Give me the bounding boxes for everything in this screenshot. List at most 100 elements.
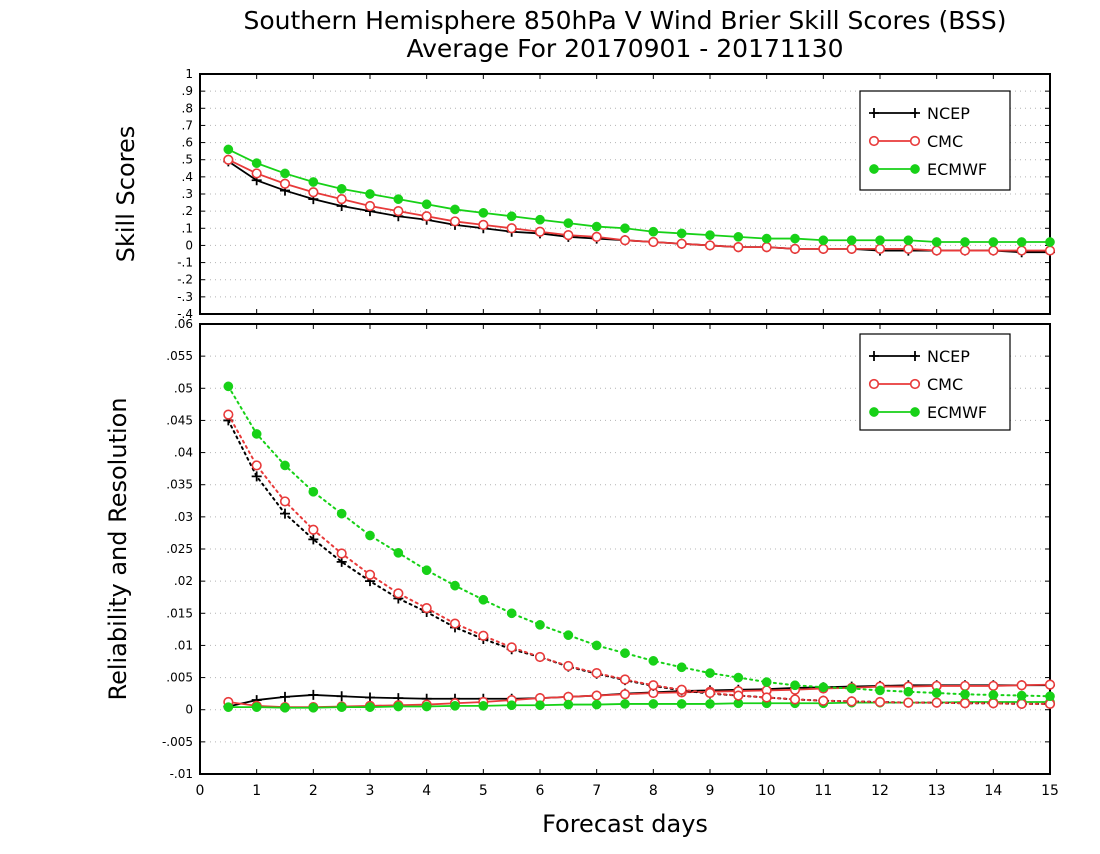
x-tick-label: 15 [1041,783,1059,799]
data-point-ecmwf [251,158,262,168]
data-point-cmc [676,684,687,695]
data-point-ecmwf [506,608,517,619]
data-point-cmc [761,242,772,253]
legend-marker [868,378,880,390]
data-point-ncep [251,471,262,482]
data-point-cmc [761,692,772,703]
data-point-ecmwf [761,233,772,244]
x-tick-label: 9 [706,783,715,799]
data-point-ecmwf [478,701,489,711]
data-point-cmc [591,667,602,679]
y-tick-label: 0 [185,703,193,717]
data-point-cmc [279,178,291,189]
data-point-cmc [1016,680,1027,691]
data-point-ecmwf [733,232,744,242]
data-point-ecmwf [676,228,687,239]
legend-label: CMC [927,132,963,151]
data-point-cmc [449,216,461,227]
y-tick-label: .055 [166,349,193,363]
data-point-ecmwf [223,144,234,155]
legend-label: NCEP [927,104,970,123]
legend-marker [869,108,879,118]
data-point-cmc [591,231,602,242]
data-point-ecmwf [591,640,602,651]
data-point-ecmwf [875,685,885,696]
data-point-ecmwf [931,688,942,698]
data-point-cmc [563,660,574,672]
x-tick-label: 12 [871,783,889,799]
data-point-cmc [534,651,546,663]
data-point-cmc [988,680,999,692]
series-ecmwf [223,144,1055,247]
chart-title-line1: Southern Hemisphere 850hPa V Wind Brier … [244,6,1007,35]
legend-marker [869,164,879,174]
series-ecmwf-reliability [223,697,1055,713]
x-tick-label: 1 [252,783,261,799]
legend-marker [910,351,920,361]
data-point-cmc [449,618,461,629]
x-tick-label: 8 [649,783,658,799]
data-point-ecmwf [676,699,687,709]
data-point-cmc [959,698,971,709]
data-point-cmc [931,697,942,708]
x-tick-label: 7 [592,783,601,799]
y-tick-label: -.4 [177,307,193,321]
data-point-ecmwf [336,508,347,519]
x-tick-label: 5 [479,783,488,799]
data-point-ecmwf [365,702,375,712]
y-tick-label: .015 [166,606,193,620]
data-point-ecmwf [308,177,319,187]
data-point-cmc [506,642,517,653]
data-point-cmc [421,603,432,614]
data-point-cmc [1044,245,1056,256]
series-cmc-resolution [223,409,1056,710]
y-axis-label: Skill Scores [112,126,140,263]
top-panel-skill-scores: -.4 -.3 -.2 -.1 0 .1 .2 .3 .4 .5 .6 .7 .8 .9 1 Skill Sc… [112,67,1056,321]
data-point-cmc [619,689,631,700]
data-point-ecmwf [761,677,772,687]
data-point-ecmwf [705,699,715,709]
data-point-cmc [988,245,999,256]
y-tick-label: .005 [166,671,193,685]
x-tick-label: 10 [758,783,776,799]
x-tick-label: 6 [536,783,545,799]
y-tick-label: .1 [182,221,193,235]
data-point-ecmwf [365,189,375,199]
data-point-cmc [789,694,801,705]
x-tick-label: 11 [814,783,832,799]
data-point-cmc [506,223,517,234]
data-point-cmc [563,230,574,241]
data-point-cmc [478,630,489,641]
legend: NCEP CMC ECMWF [859,333,1011,431]
series-ncep-resolution [223,415,1055,709]
data-point-ecmwf [620,223,630,234]
legend-label: ECMWF [927,160,987,179]
legend-marker [909,378,921,390]
data-point-cmc [959,680,971,692]
x-tick-label: 3 [366,783,375,799]
data-point-cmc [478,219,489,230]
data-point-cmc [619,235,631,246]
legend: NCEP CMC ECMWF [859,90,1011,191]
data-point-ecmwf [251,429,262,439]
y-tick-label: -.01 [170,767,193,781]
data-point-ecmwf [336,702,347,712]
data-point-cmc [1016,698,1027,710]
data-point-ecmwf [393,701,404,712]
data-point-ecmwf [620,648,630,658]
legend-marker [910,164,920,174]
data-point-cmc [223,154,234,165]
y-tick-label: 0 [185,238,193,252]
data-point-ecmwf [591,221,602,232]
data-point-ecmwf [393,194,404,204]
legend-marker [909,135,921,147]
data-point-cmc [959,245,971,256]
data-point-ecmwf [563,218,574,228]
data-point-ecmwf [846,683,857,694]
y-tick-label: .2 [182,204,193,218]
y-axis-label: Reliability and Resolution [104,397,132,700]
data-point-ecmwf [790,680,800,691]
data-point-cmc [648,236,659,248]
